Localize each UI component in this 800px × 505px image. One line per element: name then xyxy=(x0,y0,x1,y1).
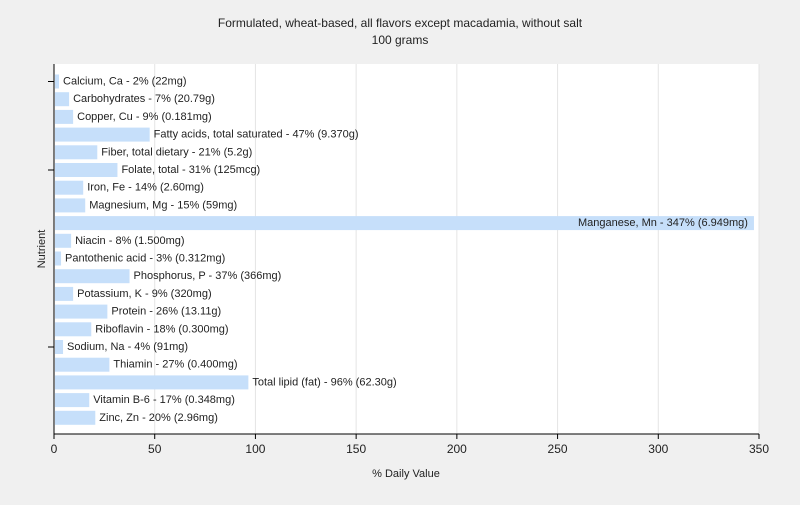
bar-label: Total lipid (fat) - 96% (62.30g) xyxy=(252,376,396,388)
bar xyxy=(55,269,130,284)
bar xyxy=(55,233,72,248)
bar-label: Phosphorus, P - 37% (366mg) xyxy=(134,270,282,282)
chart-subtitle: 100 grams xyxy=(372,33,429,47)
bar xyxy=(55,322,92,337)
x-tick-label: 150 xyxy=(346,442,366,456)
bar xyxy=(55,357,110,372)
plot-area xyxy=(54,64,759,434)
bar-label: Manganese, Mn - 347% (6.949mg) xyxy=(578,217,748,229)
x-tick-label: 50 xyxy=(148,442,162,456)
x-tick-label: 200 xyxy=(447,442,467,456)
bar xyxy=(55,198,86,213)
bar-label: Riboflavin - 18% (0.300mg) xyxy=(95,323,228,335)
bar-label: Copper, Cu - 9% (0.181mg) xyxy=(77,111,212,123)
bar xyxy=(55,375,249,390)
bar-label: Zinc, Zn - 20% (2.96mg) xyxy=(99,412,218,424)
bar-label: Thiamin - 27% (0.400mg) xyxy=(113,359,237,371)
bar xyxy=(55,92,70,107)
bar xyxy=(55,180,84,195)
x-tick-label: 250 xyxy=(548,442,568,456)
bar-label: Fiber, total dietary - 21% (5.2g) xyxy=(101,146,252,158)
bar-label: Pantothenic acid - 3% (0.312mg) xyxy=(65,253,225,265)
axes xyxy=(48,64,760,439)
x-tick-label: 100 xyxy=(245,442,265,456)
bar xyxy=(55,145,98,160)
chart-title: Formulated, wheat-based, all flavors exc… xyxy=(218,16,583,30)
bars: Calcium, Ca - 2% (22mg) Carbohydrates - 7… xyxy=(55,74,754,425)
bar xyxy=(55,109,74,124)
x-tick-labels: 0 50 100 150 200 250 300 350 xyxy=(51,442,770,456)
bar-label: Magnesium, Mg - 15% (59mg) xyxy=(89,199,237,211)
bar-label: Fatty acids, total saturated - 47% (9.37… xyxy=(154,129,359,141)
bar-label: Protein - 26% (13.11g) xyxy=(111,306,221,318)
bar xyxy=(55,163,118,177)
bar xyxy=(55,74,60,89)
bar-label: Potassium, K - 9% (320mg) xyxy=(77,288,212,300)
bar-label: Calcium, Ca - 2% (22mg) xyxy=(63,76,186,88)
bar xyxy=(55,393,90,408)
bar xyxy=(55,410,96,425)
bar-label: Carbohydrates - 7% (20.79g) xyxy=(73,93,215,105)
y-axis-label: Nutrient xyxy=(36,230,48,269)
bar xyxy=(55,127,150,142)
x-tick-label: 300 xyxy=(648,442,668,456)
bar xyxy=(55,304,108,319)
x-tick-label: 0 xyxy=(51,442,58,456)
bar-label: Iron, Fe - 14% (2.60mg) xyxy=(87,182,204,194)
bar-label: Folate, total - 31% (125mcg) xyxy=(121,164,260,176)
bar-label: Niacin - 8% (1.500mg) xyxy=(75,235,184,247)
x-axis-label: % Daily Value xyxy=(372,468,440,480)
x-tick-label: 350 xyxy=(749,442,769,456)
bar-label: Vitamin B-6 - 17% (0.348mg) xyxy=(93,394,235,406)
bar xyxy=(55,251,62,266)
bar xyxy=(55,340,64,354)
bar-label: Sodium, Na - 4% (91mg) xyxy=(67,341,188,353)
bar xyxy=(55,216,754,231)
grid-lines xyxy=(154,64,760,434)
bar xyxy=(55,286,74,301)
